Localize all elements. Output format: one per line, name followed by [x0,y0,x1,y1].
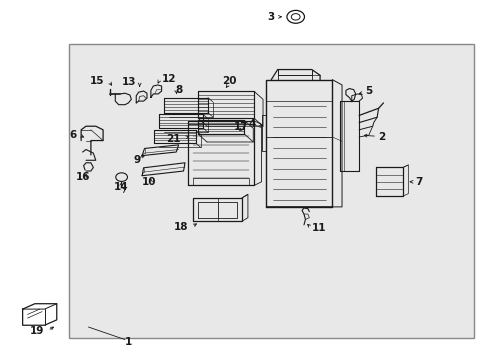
Text: 13: 13 [122,77,136,87]
Text: 12: 12 [161,74,176,84]
Text: 9: 9 [134,154,141,165]
Text: 11: 11 [311,224,325,233]
Text: 10: 10 [142,177,156,187]
Text: 15: 15 [90,76,104,86]
Text: 2: 2 [378,132,385,142]
Text: 19: 19 [30,325,44,336]
Text: 20: 20 [221,76,236,86]
Text: 16: 16 [76,172,91,182]
Bar [69,44,473,338]
Text: 14: 14 [114,182,129,192]
Text: 6: 6 [69,130,76,140]
Text: 17: 17 [233,122,248,132]
Text: 21: 21 [166,134,181,144]
Text: 3: 3 [267,12,274,22]
Text: 4: 4 [248,120,255,129]
Text: 8: 8 [175,85,182,95]
Text: 5: 5 [365,86,372,96]
Text: 7: 7 [414,177,422,187]
Text: 18: 18 [174,222,188,232]
Text: 1: 1 [125,337,132,347]
